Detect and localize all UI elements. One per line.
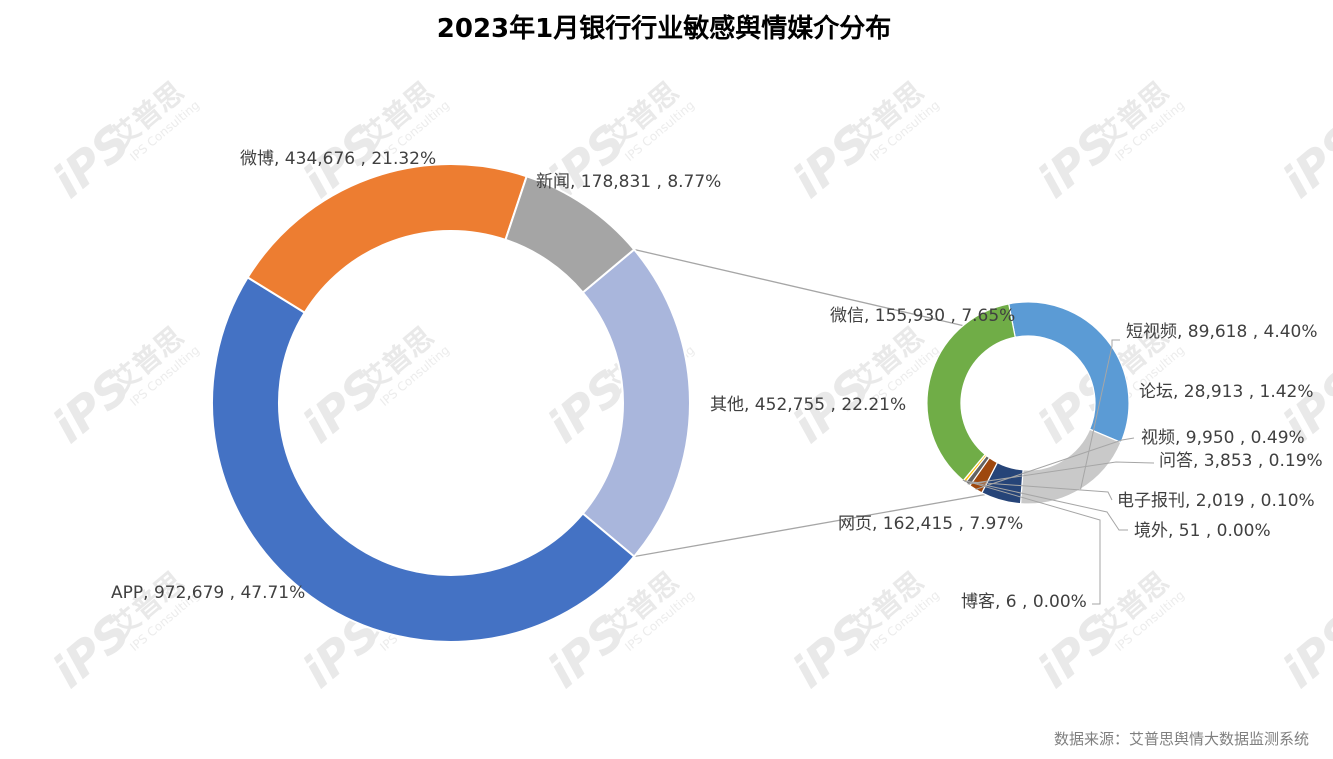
primary-label-微博: 微博, 434,676 , 21.32%	[240, 149, 436, 169]
watermark-logo: iPS	[1272, 114, 1333, 208]
secondary-slice-网页	[926, 303, 1016, 482]
primary-label-新闻: 新闻, 178,831 , 8.77%	[536, 172, 721, 192]
connector-lines	[634, 248, 986, 558]
primary-label-APP: APP, 972,679 , 47.71%	[111, 583, 305, 603]
primary-label-其他: 其他, 452,755 , 22.21%	[710, 395, 906, 415]
secondary-doughnut	[926, 301, 1130, 505]
leader-line-短视频	[1080, 339, 1120, 490]
secondary-label-博客: 博客, 6 , 0.00%	[961, 592, 1087, 612]
secondary-label-视频: 视频, 9,950 , 0.49%	[1141, 428, 1305, 448]
secondary-label-短视频: 短视频, 89,618 , 4.40%	[1126, 322, 1318, 342]
secondary-label-论坛: 论坛, 28,913 , 1.42%	[1139, 382, 1314, 402]
primary-doughnut	[211, 163, 691, 643]
watermark-logo: iPS	[1272, 604, 1333, 698]
leader-line-视频	[975, 437, 1135, 490]
leader-line-境外	[962, 479, 1128, 531]
leader-line-博客	[962, 479, 1101, 605]
data-source-note: 数据来源：艾普思舆情大数据监测系统	[1054, 730, 1309, 748]
secondary-label-境外: 境外, 51 , 0.00%	[1134, 521, 1271, 541]
secondary-label-问答: 问答, 3,853 , 0.19%	[1159, 451, 1323, 471]
secondary-label-电子报刊: 电子报刊, 2,019 , 0.10%	[1117, 491, 1315, 511]
connector-line-bottom	[634, 493, 986, 558]
connector-line-top	[634, 248, 964, 327]
leader-line-电子报刊	[964, 480, 1113, 501]
chart-title: 2023年1月银行行业敏感舆情媒介分布	[437, 13, 891, 44]
primary-slice-微博	[246, 163, 528, 314]
primary-slice-APP	[211, 276, 636, 643]
leader-line-问答	[967, 461, 1155, 485]
primary-slice-新闻	[504, 175, 636, 294]
data-labels: APP, 972,679 , 47.71% 微博, 434,676 , 21.32…	[111, 149, 1323, 612]
leader-lines	[962, 339, 1155, 605]
secondary-label-网页: 网页, 162,415 , 7.97%	[838, 514, 1023, 534]
secondary-label-微信: 微信, 155,930 , 7.65%	[830, 306, 1015, 326]
